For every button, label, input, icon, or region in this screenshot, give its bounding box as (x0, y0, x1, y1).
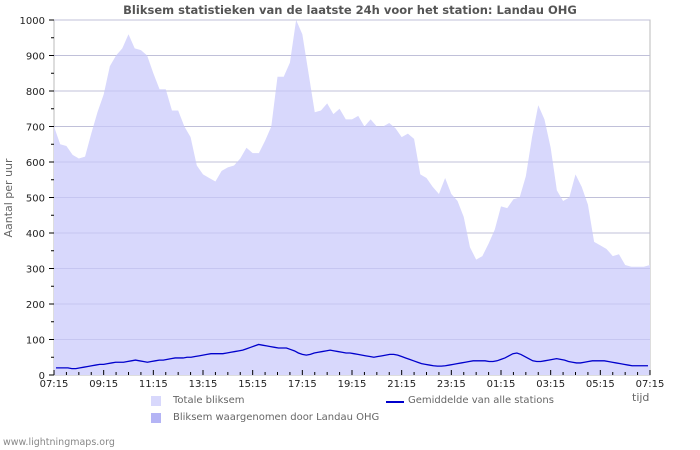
footer-url: www.lightningmaps.org (3, 437, 115, 448)
legend-item-station: Bliksem waargenomen door Landau OHG (151, 412, 411, 426)
svg-text:1000: 1000 (20, 16, 45, 27)
svg-text:100: 100 (26, 336, 45, 347)
svg-text:400: 400 (26, 229, 45, 240)
grid-lines-overlay (54, 19, 650, 340)
x-axis-ticks: 07:15 09:15 11:15 13:15 15:15 17:15 19:15 21:15… (40, 370, 665, 390)
svg-text:15:15: 15:15 (238, 379, 267, 390)
average-stations-line (56, 343, 648, 370)
legend-label-average: Gemiddelde van alle stations (408, 395, 554, 406)
svg-text:17:15: 17:15 (288, 379, 317, 390)
svg-text:800: 800 (26, 87, 45, 98)
legend-label-station: Bliksem waargenomen door Landau OHG (173, 412, 380, 423)
svg-text:900: 900 (26, 52, 45, 63)
legend-swatch-total (151, 396, 161, 406)
svg-text:19:15: 19:15 (338, 379, 367, 390)
legend-swatch-station (151, 413, 161, 423)
svg-text:01:15: 01:15 (487, 379, 516, 390)
svg-text:600: 600 (26, 158, 45, 169)
chart-title: Bliksem statistieken van de laatste 24h … (123, 3, 577, 17)
legend-item-average: Gemiddelde van alle stations (386, 395, 606, 409)
legend-item-total: Totale bliksem (151, 395, 371, 409)
svg-text:300: 300 (26, 265, 45, 276)
svg-text:23:15: 23:15 (437, 379, 466, 390)
svg-text:13:15: 13:15 (189, 379, 218, 390)
svg-text:21:15: 21:15 (387, 379, 416, 390)
svg-text:0: 0 (39, 371, 45, 382)
svg-text:03:15: 03:15 (536, 379, 565, 390)
svg-text:07:15: 07:15 (40, 379, 69, 390)
svg-text:11:15: 11:15 (139, 379, 168, 390)
legend-label-total: Totale bliksem (173, 395, 245, 406)
x-axis-label: tijd (632, 391, 650, 404)
svg-text:700: 700 (26, 123, 45, 134)
y-axis-ticks: 0 100 200 300 400 500 600 700 800 900 1000 (20, 16, 54, 382)
svg-text:07:15: 07:15 (636, 379, 665, 390)
svg-text:05:15: 05:15 (586, 379, 615, 390)
svg-text:500: 500 (26, 194, 45, 205)
svg-text:200: 200 (26, 300, 45, 311)
legend-swatch-average (386, 401, 404, 403)
svg-text:09:15: 09:15 (89, 379, 118, 390)
